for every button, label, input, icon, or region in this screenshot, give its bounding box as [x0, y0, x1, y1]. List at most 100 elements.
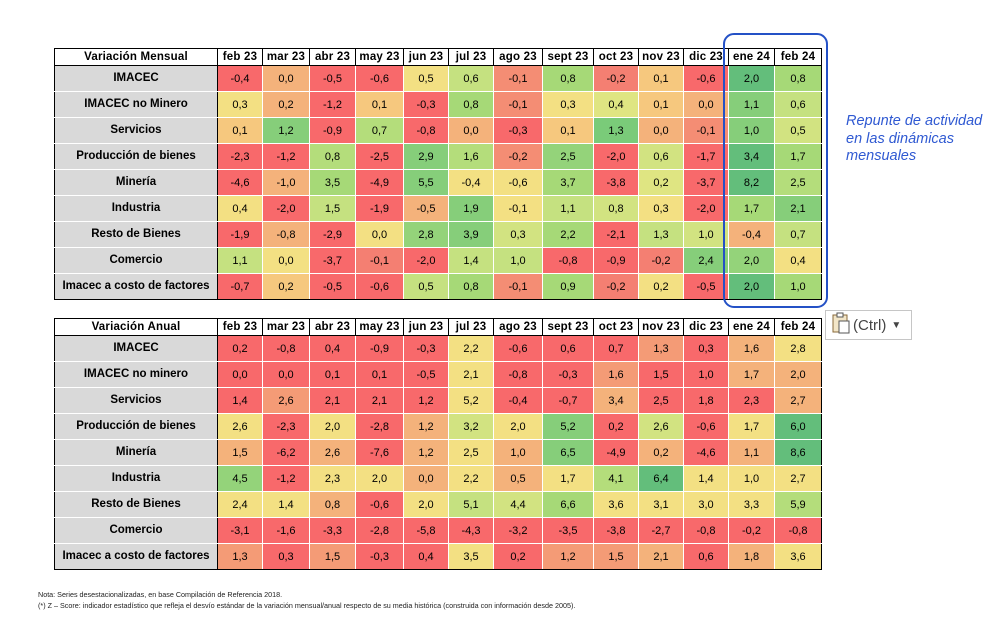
value-cell: -0,8: [493, 361, 543, 388]
value-cell: 0,6: [638, 143, 684, 170]
value-cell: 2,0: [309, 413, 356, 440]
highlight-box: [723, 33, 828, 308]
value-cell: 0,1: [638, 65, 684, 92]
row-label: Resto de Bienes: [54, 491, 218, 518]
table-row: Minería 1,5 -6,2 2,6 -7,6 1,2 2,5 1,0 6,5 -4,9 0,2…: [54, 439, 822, 466]
value-cell: 1,5: [309, 195, 356, 222]
value-cell: -0,4: [448, 169, 494, 196]
value-cell: -4,9: [355, 169, 404, 196]
value-cell: -2,5: [355, 143, 404, 170]
value-cell: -3,8: [593, 517, 639, 544]
value-cell: 0,4: [403, 543, 449, 570]
row-label: IMACEC no minero: [54, 361, 218, 388]
value-cell: -1,2: [309, 91, 356, 118]
row-label: Imacec a costo de factores: [54, 273, 218, 300]
month-header: ago 23: [493, 48, 543, 66]
value-cell: 1,0: [493, 247, 543, 274]
value-cell: 5,2: [542, 413, 594, 440]
value-cell: 0,4: [217, 195, 263, 222]
month-header: abr 23: [309, 48, 356, 66]
value-cell: 1,9: [448, 195, 494, 222]
month-header: sept 23: [542, 318, 594, 336]
value-cell: 0,0: [355, 221, 404, 248]
value-cell: -2,0: [683, 195, 729, 222]
table-row: Imacec a costo de factores 1,3 0,3 1,5 -0,3 0…: [54, 543, 822, 570]
value-cell: 6,5: [542, 439, 594, 466]
value-cell: -2,8: [355, 517, 404, 544]
value-cell: 2,0: [493, 413, 543, 440]
value-cell: 0,8: [448, 91, 494, 118]
value-cell: 3,2: [448, 413, 494, 440]
clipboard-icon: [832, 312, 850, 339]
value-cell: -3,5: [542, 517, 594, 544]
row-label: Industria: [54, 195, 218, 222]
value-cell: 2,7: [774, 387, 822, 414]
value-cell: 1,2: [403, 387, 449, 414]
value-cell: -6,2: [262, 439, 310, 466]
value-cell: -0,1: [683, 117, 729, 144]
value-cell: 0,0: [683, 91, 729, 118]
value-cell: 1,7: [728, 413, 775, 440]
value-cell: -5,8: [403, 517, 449, 544]
value-cell: 0,7: [593, 335, 639, 362]
value-cell: 0,6: [448, 65, 494, 92]
value-cell: 1,2: [542, 543, 594, 570]
value-cell: 0,3: [217, 91, 263, 118]
month-header: dic 23: [683, 318, 729, 336]
value-cell: -0,2: [493, 143, 543, 170]
month-header: ago 23: [493, 318, 543, 336]
paste-options-button[interactable]: (Ctrl) ▼: [825, 310, 912, 340]
month-header: jul 23: [448, 48, 494, 66]
value-cell: 0,2: [262, 91, 310, 118]
value-cell: 2,4: [217, 491, 263, 518]
value-cell: -1,9: [355, 195, 404, 222]
table-row: IMACEC 0,2 -0,8 0,4 -0,9 -0,3 2,2 -0,6 0,6 0,7 1,3…: [54, 335, 822, 362]
value-cell: -0,2: [593, 65, 639, 92]
value-cell: 2,5: [774, 169, 822, 196]
value-cell: 2,9: [403, 143, 449, 170]
value-cell: 3,6: [593, 491, 639, 518]
value-cell: 5,5: [403, 169, 449, 196]
value-cell: 2,2: [542, 221, 594, 248]
value-cell: 0,5: [403, 65, 449, 92]
value-cell: -2,0: [593, 143, 639, 170]
value-cell: -4,6: [683, 439, 729, 466]
value-cell: 1,4: [262, 491, 310, 518]
value-cell: 0,3: [638, 195, 684, 222]
value-cell: -2,1: [593, 221, 639, 248]
value-cell: -0,8: [542, 247, 594, 274]
row-label: Servicios: [54, 117, 218, 144]
value-cell: 2,8: [774, 335, 822, 362]
month-header: jul 23: [448, 318, 494, 336]
value-cell: 1,8: [728, 543, 775, 570]
value-cell: 1,4: [448, 247, 494, 274]
value-cell: 1,0: [728, 117, 775, 144]
monthly-variation-table: Variación Mensual feb 23 mar 23 abr 23 may 2…: [54, 48, 822, 300]
value-cell: -0,6: [355, 65, 404, 92]
row-label: IMACEC: [54, 65, 218, 92]
value-cell: -2,3: [217, 143, 263, 170]
value-cell: 0,2: [638, 169, 684, 196]
value-cell: -0,8: [683, 517, 729, 544]
value-cell: 0,2: [262, 273, 310, 300]
value-cell: -0,6: [355, 273, 404, 300]
value-cell: 0,2: [493, 543, 543, 570]
value-cell: 0,3: [493, 221, 543, 248]
value-cell: 2,1: [448, 361, 494, 388]
table-row: Industria 0,4 -2,0 1,5 -1,9 -0,5 1,9 -0,1 1,1 0,8…: [54, 195, 822, 222]
value-cell: -3,8: [593, 169, 639, 196]
value-cell: 1,7: [728, 361, 775, 388]
value-cell: -2,7: [638, 517, 684, 544]
value-cell: 0,6: [683, 543, 729, 570]
month-header: ene 24: [728, 48, 775, 66]
value-cell: 1,6: [593, 361, 639, 388]
value-cell: 2,1: [309, 387, 356, 414]
value-cell: 0,4: [309, 335, 356, 362]
month-header: oct 23: [593, 48, 639, 66]
value-cell: 4,5: [217, 465, 263, 492]
value-cell: 0,8: [448, 273, 494, 300]
value-cell: -0,9: [355, 335, 404, 362]
value-cell: -0,5: [403, 195, 449, 222]
table-row: Comercio 1,1 0,0 -3,7 -0,1 -2,0 1,4 1,0 -0,8 -0,9…: [54, 247, 822, 274]
value-cell: -1,2: [262, 465, 310, 492]
